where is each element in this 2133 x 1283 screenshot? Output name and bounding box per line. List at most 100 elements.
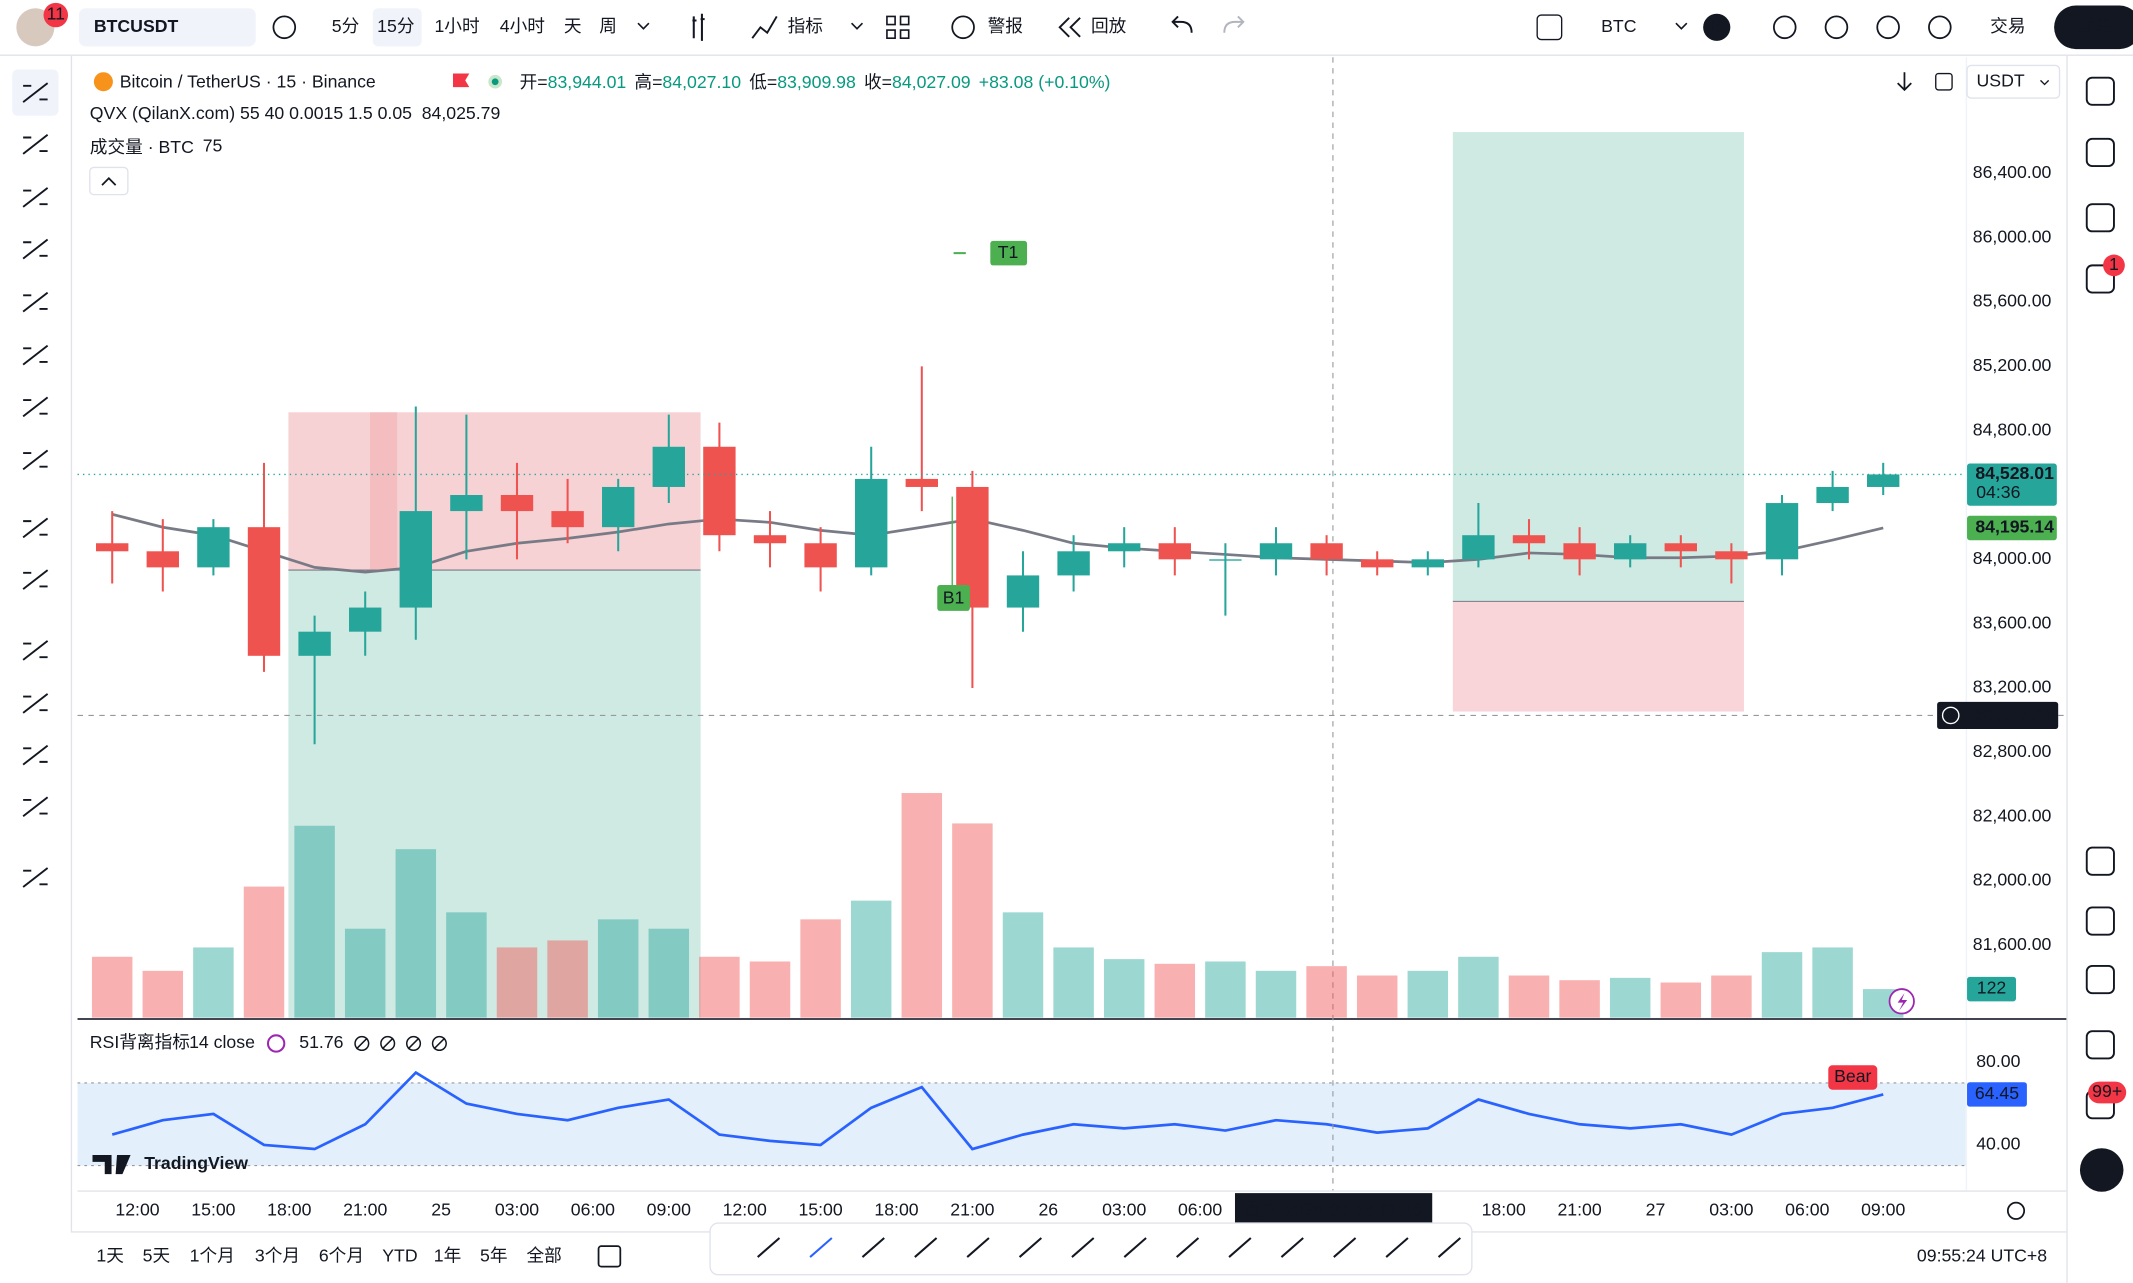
fit-icon[interactable] (1935, 72, 1953, 91)
drawing-tool[interactable] (22, 187, 49, 208)
quick-tool[interactable] (1280, 1237, 1304, 1258)
sidebar-icon[interactable] (2085, 264, 2115, 294)
currency-selector[interactable] (1966, 64, 2061, 99)
drawing-tool[interactable] (22, 396, 49, 418)
volume-bar (1458, 956, 1499, 1018)
range-button[interactable]: 1天 (96, 1246, 124, 1266)
x-tick-label: 06:00 (571, 1199, 615, 1219)
range-button[interactable]: 1年 (434, 1246, 462, 1266)
compare-icon[interactable] (272, 15, 297, 40)
coin-icon (93, 72, 113, 92)
volume-tag (1967, 976, 2017, 1002)
drawing-tool[interactable] (22, 291, 49, 313)
layout-square[interactable] (1536, 14, 1563, 41)
flag-icon[interactable] (452, 73, 470, 88)
sidebar-icon[interactable] (2085, 203, 2115, 233)
quick-tool[interactable] (757, 1237, 781, 1258)
toolbar-icon[interactable] (1772, 15, 1797, 40)
ma-tag (1967, 515, 2057, 541)
volume-bar (1508, 975, 1550, 1018)
toolbar-icon[interactable] (1928, 15, 1952, 40)
interval-button[interactable]: 5分 (332, 16, 360, 36)
toolbar-icon[interactable] (1876, 15, 1900, 40)
hidden-plot-slash (381, 1037, 394, 1050)
range-button[interactable]: 5年 (480, 1246, 508, 1266)
position-tool[interactable] (1452, 132, 1744, 712)
redo-icon[interactable] (1223, 15, 1245, 33)
range-button[interactable]: 1个月 (190, 1246, 235, 1266)
interval-button[interactable]: 4小时 (500, 16, 545, 36)
drawing-tool[interactable] (22, 744, 49, 766)
quick-tool[interactable] (1333, 1237, 1357, 1258)
alert-icon[interactable] (951, 15, 975, 40)
publish-button[interactable]: 发表 (2077, 16, 2113, 36)
quick-tool[interactable] (1385, 1237, 1409, 1258)
add-alert-icon[interactable] (1941, 706, 1960, 725)
drawing-tool[interactable] (22, 449, 49, 471)
volume-bar (597, 919, 639, 1018)
sidebar-icon[interactable] (2085, 76, 2115, 106)
indicators-button[interactable]: 指标 (788, 16, 823, 36)
drawing-tool[interactable] (22, 640, 49, 661)
range-button[interactable]: YTD (382, 1246, 417, 1266)
sidebar-icon[interactable] (2085, 964, 2115, 995)
sidebar-icon[interactable] (2085, 1030, 2115, 1060)
interval-button[interactable]: 1小时 (434, 16, 479, 36)
settings-icon[interactable] (2006, 1201, 2026, 1220)
ohlc-label: 低= (749, 72, 777, 92)
sidebar-icon[interactable] (2085, 846, 2115, 876)
currency-caret[interactable] (1675, 22, 1688, 30)
replay-button[interactable]: 回放 (1091, 16, 1127, 36)
x-tick-label: 03:00 (495, 1199, 539, 1219)
y-tick-label: 86,400.00 (1973, 162, 2052, 182)
drawing-tool[interactable] (22, 796, 49, 818)
range-button[interactable]: 5天 (143, 1246, 171, 1266)
crosshair-time-label: 周六 2026-09-26 11:15 (1244, 1199, 1423, 1219)
rsi-params: 14 close (189, 1032, 255, 1052)
drawing-tool[interactable] (22, 82, 49, 103)
collapse-button[interactable] (89, 166, 129, 196)
quick-tool[interactable] (914, 1237, 938, 1258)
quick-tool[interactable] (1228, 1237, 1252, 1258)
drawing-tool[interactable] (22, 517, 49, 539)
symbol-box[interactable] (78, 8, 256, 47)
indicator-caret[interactable] (850, 22, 864, 30)
range-button[interactable]: 3个月 (255, 1246, 300, 1266)
range-button[interactable]: 全部 (526, 1246, 561, 1266)
drawing-tool[interactable] (22, 569, 49, 590)
interval-button[interactable]: 15分 (377, 16, 414, 36)
trade-button[interactable]: 交易 (1990, 16, 2025, 36)
replay-icon[interactable] (1058, 17, 1081, 38)
drawing-tool[interactable] (22, 867, 49, 888)
drawing-tool[interactable] (22, 693, 49, 714)
chart-type-icon[interactable] (692, 13, 705, 41)
quick-tool[interactable] (1176, 1237, 1200, 1258)
scroll-down-icon[interactable] (1897, 72, 1912, 92)
interval-button[interactable]: 天 (564, 16, 582, 36)
quick-tool[interactable] (1018, 1237, 1043, 1258)
quick-tool[interactable] (809, 1237, 833, 1258)
drawing-tool[interactable] (22, 344, 49, 366)
date-range-icon[interactable] (597, 1245, 622, 1268)
undo-icon[interactable] (1171, 15, 1193, 33)
quick-tool[interactable] (1123, 1237, 1147, 1258)
quick-tool[interactable] (861, 1237, 885, 1258)
indicator-icon[interactable] (751, 15, 778, 39)
layout-icon[interactable] (886, 15, 910, 40)
quick-tool[interactable] (966, 1237, 990, 1258)
range-button[interactable]: 6个月 (319, 1246, 364, 1266)
interval-caret[interactable] (637, 22, 650, 30)
drawing-tool[interactable] (22, 134, 49, 155)
alerts-button[interactable]: 警报 (988, 16, 1024, 36)
volume-bar (1559, 980, 1600, 1018)
quick-tool[interactable] (1437, 1237, 1461, 1258)
publish-bg[interactable] (2054, 5, 2133, 50)
sidebar-icon[interactable] (2085, 906, 2115, 936)
sidebar-icon[interactable] (2085, 137, 2115, 168)
quick-tool[interactable] (1071, 1237, 1095, 1258)
apps-icon[interactable] (2079, 1148, 2124, 1192)
drawing-tool[interactable] (22, 238, 49, 260)
toolbar-icon[interactable] (1824, 15, 1849, 40)
currency-button[interactable]: BTC (1601, 16, 1637, 36)
interval-button[interactable]: 周 (599, 16, 617, 36)
